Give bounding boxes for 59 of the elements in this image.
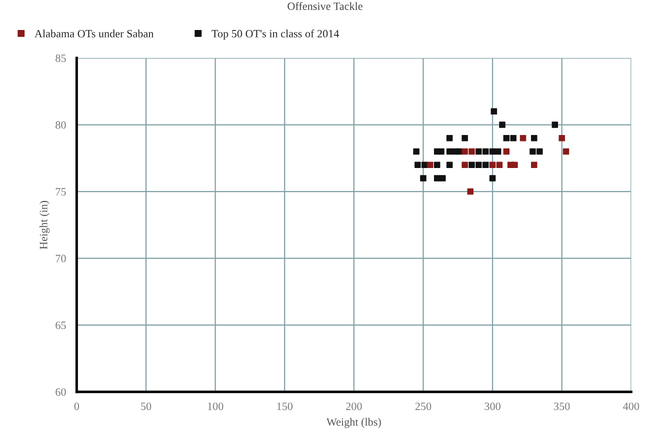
y-tick-label: 65 [56,322,66,330]
point [494,148,502,155]
point [434,175,440,182]
point [467,188,474,195]
point [413,148,420,155]
point [482,148,489,155]
point [468,162,475,168]
x-tick-label: 100 [208,402,224,410]
x-tick-label: 0 [74,402,80,410]
point [420,175,426,182]
y-tick-label: 75 [56,188,66,196]
x-tick-label: 50 [141,402,152,410]
point [446,135,453,142]
x-tick-label: 400 [623,402,640,410]
y-tick-label: 80 [56,121,66,129]
point [503,148,510,155]
point [520,135,526,142]
point [558,135,565,142]
point [499,122,506,128]
x-axis-title: Weight (lbs) [326,418,381,428]
y-tick-label: 85 [56,54,66,62]
point [462,135,468,142]
point [562,148,570,155]
point [512,162,518,168]
point [530,148,536,155]
point [476,148,482,155]
point [496,162,503,168]
point [489,162,496,168]
point [440,175,446,182]
point [414,162,421,168]
point [468,148,475,155]
point [434,162,440,168]
point [462,148,468,155]
point [510,135,516,142]
point [476,162,482,168]
x-tick-label: 200 [346,402,362,410]
legend-label: Top 50 OT's in class of 2014 [212,29,340,40]
point [462,162,468,168]
point [503,135,510,142]
point [530,162,538,168]
point [482,162,489,168]
point [427,162,434,168]
point [552,122,558,128]
y-tick-label: 60 [56,388,66,396]
point [490,108,498,115]
point [446,162,453,168]
x-tick-label: 350 [554,402,570,410]
legend-label: Alabama OTs under Saban [34,30,154,38]
x-tick-label: 150 [277,402,293,410]
point [536,148,543,155]
x-tick-label: 300 [484,402,500,410]
point [489,175,496,182]
y-tick-label: 70 [56,254,66,262]
point [438,148,444,155]
chart-title: Offensive Tackle [288,2,362,10]
y-axis-title: Height (in) [40,200,50,250]
point [421,162,428,168]
x-tick-label: 250 [415,402,432,410]
point [530,135,538,142]
